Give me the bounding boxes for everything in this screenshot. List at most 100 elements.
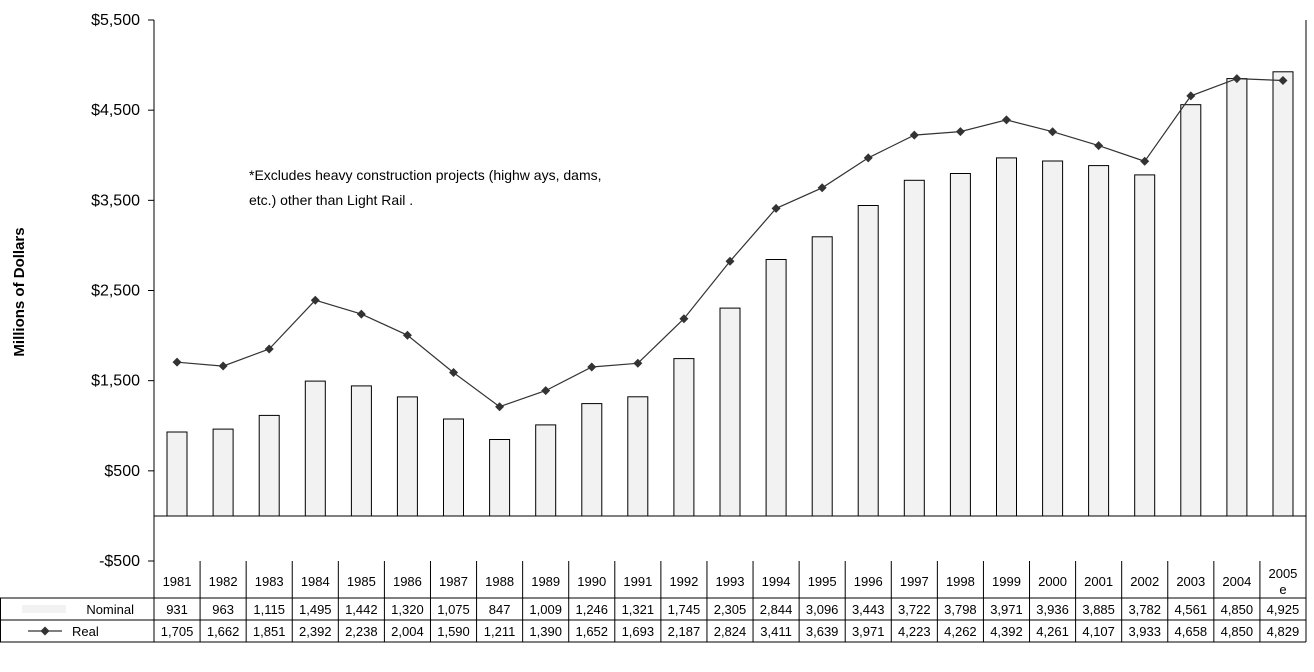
real-point	[679, 314, 689, 324]
nominal-value-cell: 3,971	[990, 602, 1023, 617]
nominal-value-cell: 4,925	[1267, 602, 1300, 617]
nominal-value-cell: 847	[489, 602, 511, 617]
nominal-value-cell: 1,115	[253, 602, 285, 617]
annotation-line-1: *Excludes heavy construction projects (h…	[249, 167, 602, 183]
real-point	[172, 357, 182, 367]
nominal-value-cell: 3,096	[806, 602, 839, 617]
nominal-value-cell: 1,320	[391, 602, 424, 617]
nominal-value-cell: 1,246	[575, 602, 608, 617]
nominal-bar	[903, 179, 925, 517]
category-label: 1999	[992, 574, 1021, 589]
category-label: 1981	[163, 574, 192, 589]
nominal-value-cell: 1,075	[437, 602, 470, 617]
real-value-cell: 4,850	[1221, 624, 1254, 639]
real-point	[310, 295, 320, 305]
category-label: 1994	[762, 574, 791, 589]
nominal-bar	[1180, 104, 1202, 517]
category-label: 1998	[946, 574, 975, 589]
nominal-legend-key	[22, 605, 66, 613]
real-value-cell: 1,590	[437, 624, 470, 639]
y-tick-label: -$500	[99, 553, 140, 570]
real-value-cell: 1,652	[575, 624, 608, 639]
real-value-cell: 1,390	[529, 624, 562, 639]
nominal-bar	[1134, 174, 1156, 517]
real-point	[863, 153, 873, 163]
category-label: 1984	[301, 574, 330, 589]
real-value-cell: 1,211	[484, 624, 516, 639]
category-label: e	[1279, 582, 1286, 597]
real-value-cell: 4,107	[1082, 624, 1115, 639]
category-label: 2004	[1222, 574, 1251, 589]
real-point	[402, 330, 412, 340]
real-value-cell: 3,411	[760, 624, 792, 639]
real-point	[725, 256, 735, 266]
nominal-value-cell: 1,745	[668, 602, 701, 617]
nominal-value-cell: 1,442	[345, 602, 378, 617]
nominal-value-cell: 3,798	[944, 602, 977, 617]
nominal-bar	[166, 431, 188, 517]
nominal-value-cell: 1,009	[529, 602, 562, 617]
real-point	[541, 386, 551, 396]
real-point	[218, 361, 228, 371]
nominal-bar	[1088, 165, 1110, 517]
real-point	[1278, 76, 1288, 86]
category-label: 2001	[1084, 574, 1113, 589]
y-tick-label: $5,500	[91, 12, 140, 29]
nominal-value-cell: 4,850	[1221, 602, 1254, 617]
category-label: 1997	[900, 574, 929, 589]
data-table: 1981 1982 1983 1984 1985 1986 1987 1988 1989 1990…	[0, 20, 1307, 643]
y-tick-label: $2,500	[91, 283, 140, 300]
nominal-value-cell: 1,321	[622, 602, 655, 617]
y-tick-label: $3,500	[91, 192, 140, 209]
nominal-bar	[304, 380, 326, 517]
nominal-value-cell: 1,495	[299, 602, 332, 617]
nominal-bar	[581, 403, 603, 517]
nominal-bar	[258, 414, 280, 517]
nominal-value-cell: 3,936	[1036, 602, 1069, 617]
category-label: 1995	[808, 574, 837, 589]
real-legend-label: Real	[72, 624, 99, 639]
real-value-cell: 2,004	[391, 624, 424, 639]
nominal-value-cell: 4,561	[1175, 602, 1208, 617]
real-point	[1140, 156, 1150, 166]
real-value-cell: 4,262	[944, 624, 977, 639]
nominal-value-cell: 2,305	[714, 602, 747, 617]
category-label: 2000	[1038, 574, 1067, 589]
nominal-bar	[1042, 160, 1064, 517]
category-label: 1983	[255, 574, 284, 589]
real-point	[633, 358, 643, 368]
nominal-value-cell: 963	[212, 602, 234, 617]
real-point	[264, 344, 274, 354]
real-value-cell: 2,238	[345, 624, 378, 639]
nominal-bar	[489, 439, 511, 517]
real-point	[587, 362, 597, 372]
nominal-bar	[350, 385, 372, 517]
nominal-value-cell: 2,844	[760, 602, 793, 617]
nominal-bar	[1226, 78, 1248, 517]
real-legend-marker	[40, 626, 50, 636]
nominal-bars	[166, 71, 1294, 517]
y-axis-label: Millions of Dollars	[11, 227, 28, 356]
nominal-bar	[857, 205, 879, 517]
y-tick-label: $500	[104, 463, 140, 480]
real-value-cell: 3,971	[852, 624, 885, 639]
category-label: 1990	[577, 574, 606, 589]
nominal-bar	[949, 173, 971, 517]
category-label: 1992	[669, 574, 698, 589]
nominal-bar	[719, 307, 741, 517]
nominal-bar	[811, 236, 833, 517]
y-tick-label: $4,500	[91, 102, 140, 119]
real-point	[909, 130, 919, 140]
nominal-bar	[627, 396, 649, 517]
real-point	[356, 309, 366, 319]
real-point	[449, 368, 459, 378]
y-tick-label: $1,500	[91, 373, 140, 390]
real-value-cell: 2,392	[299, 624, 332, 639]
real-point	[495, 402, 505, 412]
real-value-cell: 4,261	[1036, 624, 1069, 639]
real-value-cell: 2,824	[714, 624, 747, 639]
real-point	[1232, 74, 1242, 84]
nominal-value-cell: 3,885	[1082, 602, 1115, 617]
nominal-bar	[765, 259, 787, 517]
